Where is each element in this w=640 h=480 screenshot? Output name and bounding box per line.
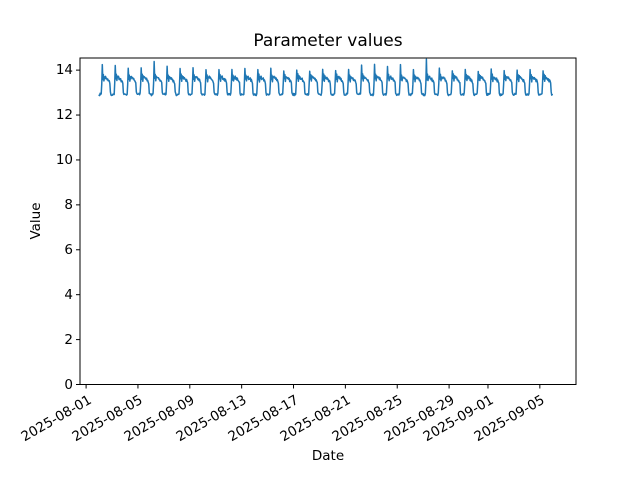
y-axis-label: Value: [28, 202, 44, 240]
chart-title: Parameter values: [253, 31, 403, 51]
axes-frame: [79, 57, 577, 385]
y-tick-label: 8: [64, 196, 73, 213]
y-tick-label: 4: [64, 286, 73, 303]
y-tick-label: 10: [55, 151, 73, 168]
x-axis-label: Date: [311, 448, 345, 464]
y-tick-label: 0: [64, 376, 73, 393]
y-tick-label: 6: [64, 241, 73, 258]
y-tick-label: 2: [64, 331, 73, 348]
y-tick-label: 14: [55, 62, 73, 79]
y-tick-label: 12: [55, 107, 73, 124]
series-line-parameter-values: [98, 58, 553, 97]
